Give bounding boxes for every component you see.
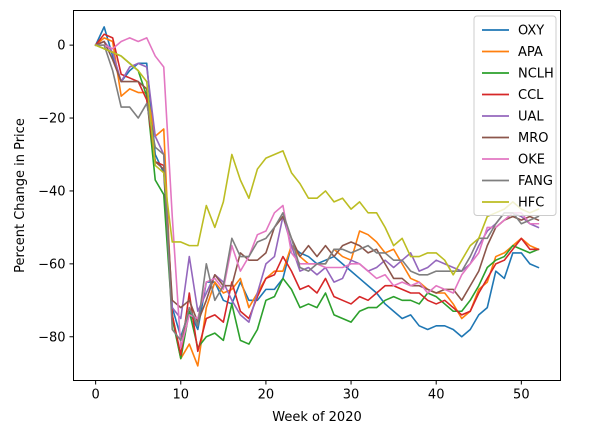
legend-label-oxy: OXY	[518, 24, 544, 39]
axes-frame	[73, 10, 561, 381]
y-tick-label: −20	[38, 112, 65, 127]
series-line-ual	[94, 40, 540, 323]
x-tick-label: 0	[91, 388, 99, 403]
legend-label-nclh: NCLH	[518, 67, 554, 82]
legend-label-ual: UAL	[518, 110, 544, 125]
legend-label-oke: OKE	[518, 153, 545, 168]
x-tick-label: 10	[173, 388, 190, 403]
x-axis-label: Week of 2020	[272, 410, 362, 425]
y-axis-ticks: 0 −20 −40 −60 −80	[38, 39, 74, 345]
series-line-hfc	[94, 44, 540, 276]
legend-frame	[473, 15, 557, 216]
x-tick-label: 30	[343, 388, 360, 403]
y-tick-label: −80	[38, 330, 65, 345]
series-line-apa	[94, 37, 540, 367]
legend-label-hfc: HFC	[518, 196, 544, 211]
x-tick-label: 50	[513, 388, 530, 403]
y-tick-label: −40	[38, 184, 65, 199]
legend-label-ccl: CCL	[518, 88, 544, 103]
series-line-oxy	[94, 26, 540, 338]
y-tick-label: −60	[38, 257, 65, 272]
series-line-fang	[94, 44, 540, 342]
series-line-mro	[94, 40, 540, 323]
x-tick-label: 40	[428, 388, 445, 403]
x-tick-label: 20	[258, 388, 275, 403]
series-line-nclh	[94, 44, 540, 360]
y-tick-label: 0	[57, 39, 65, 54]
y-axis-label: Percent Change in Price	[13, 118, 28, 273]
x-axis-ticks: 0 10 20 30 40 50	[91, 380, 530, 403]
legend: OXY APA NCLH CCL UAL MRO OKE FANG HFC	[473, 15, 557, 216]
legend-label-mro: MRO	[518, 131, 548, 146]
legend-label-fang: FANG	[518, 174, 553, 189]
plot-lines	[94, 26, 540, 367]
legend-label-apa: APA	[518, 45, 543, 60]
